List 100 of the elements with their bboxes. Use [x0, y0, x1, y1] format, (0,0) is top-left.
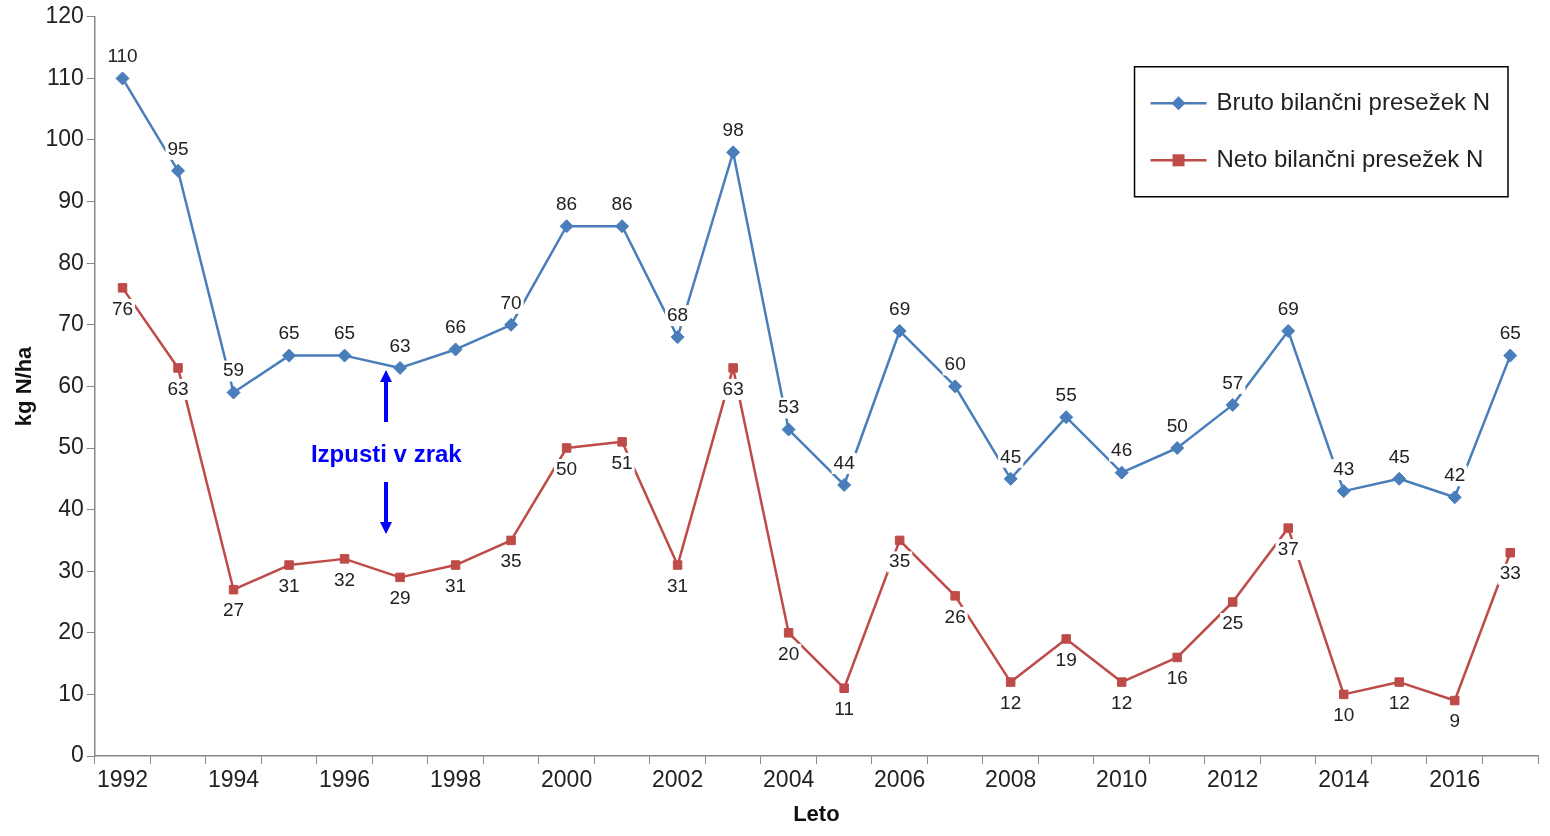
y-tick-label: 30	[58, 556, 84, 583]
data-label: 44	[833, 451, 856, 473]
data-label: 63	[389, 334, 411, 356]
data-label: 31	[278, 574, 300, 596]
y-tick-label: 50	[58, 433, 84, 460]
data-label: 25	[1222, 611, 1244, 633]
y-tick-label: 70	[58, 310, 84, 337]
data-label: 31	[667, 574, 689, 596]
data-label: 35	[500, 550, 522, 572]
point	[117, 283, 128, 293]
data-label: 86	[611, 192, 633, 214]
point	[892, 323, 907, 338]
y-tick-label: 60	[58, 371, 84, 398]
data-label: 31	[445, 574, 467, 596]
data-label: 26	[944, 605, 966, 627]
data-label: 19	[1055, 648, 1077, 670]
point	[950, 591, 960, 601]
data-label: 69	[1277, 297, 1299, 319]
data-label: 45	[1000, 445, 1022, 467]
legend-label: Bruto bilančni presežek N	[1216, 87, 1490, 115]
point	[395, 572, 405, 583]
y-tick-label: 110	[47, 63, 84, 90]
data-label: 65	[1499, 322, 1521, 344]
data-label: 50	[556, 457, 578, 479]
data-label: 110	[107, 45, 138, 67]
y-tick-label: 80	[58, 248, 84, 275]
point	[1005, 677, 1016, 687]
data-label: 12	[1388, 691, 1410, 713]
point	[894, 535, 905, 546]
data-label: 16	[1166, 667, 1188, 689]
x-tick-label: 2004	[763, 766, 815, 793]
point	[226, 385, 241, 400]
data-label: 27	[222, 599, 245, 621]
data-label: 11	[834, 697, 855, 719]
point	[173, 363, 183, 373]
data-label: 50	[1166, 414, 1188, 436]
x-tick-label: 1992	[96, 766, 149, 793]
x-tick-label: 2002	[652, 766, 704, 793]
x-tick-label: 2016	[1429, 766, 1481, 793]
y-tick-label: 10	[58, 679, 84, 706]
point	[171, 163, 186, 178]
point	[1449, 695, 1460, 706]
data-label: 76	[111, 297, 134, 319]
data-label: 69	[889, 297, 911, 319]
point	[1394, 677, 1404, 687]
point	[1170, 441, 1185, 455]
data-label: 68	[667, 303, 689, 325]
y-tick-label: 100	[45, 125, 84, 152]
x-tick-label: 2010	[1096, 766, 1148, 793]
data-label: 65	[278, 322, 300, 344]
point	[948, 379, 963, 394]
data-label: 42	[1444, 464, 1466, 486]
x-tick-label: 1994	[207, 766, 260, 793]
point	[670, 330, 685, 345]
point	[672, 560, 683, 570]
legend-label: Neto bilančni presežek N	[1216, 144, 1484, 172]
point	[783, 628, 794, 638]
point	[1503, 348, 1518, 363]
point	[1059, 410, 1074, 425]
point	[393, 360, 408, 375]
point	[228, 584, 239, 595]
point	[781, 422, 796, 437]
x-tick-label: 2012	[1207, 766, 1259, 793]
point	[1227, 597, 1238, 607]
point	[282, 348, 297, 363]
point	[1281, 323, 1296, 338]
point	[728, 363, 738, 373]
point	[615, 219, 630, 234]
point	[339, 554, 350, 564]
data-label: 95	[167, 137, 189, 159]
y-tick-label: 40	[58, 494, 84, 521]
point	[559, 219, 574, 234]
point	[1114, 465, 1129, 480]
data-label: 12	[1000, 691, 1022, 713]
data-label: 12	[1111, 691, 1133, 713]
point	[726, 145, 741, 160]
point	[1336, 484, 1351, 499]
data-label: 66	[445, 316, 467, 338]
y-tick-label: 0	[70, 741, 84, 768]
data-label: 60	[944, 353, 966, 375]
data-label: 45	[1388, 445, 1410, 467]
x-tick-label: 1998	[429, 766, 482, 793]
data-label: 63	[167, 377, 189, 399]
data-label: 86	[556, 192, 578, 214]
x-axis-title: Leto	[793, 800, 840, 826]
y-tick-label: 20	[58, 618, 84, 645]
point	[1283, 523, 1293, 533]
point	[450, 560, 461, 570]
y-tick-label: 90	[58, 186, 84, 213]
point	[504, 317, 519, 332]
point	[284, 560, 294, 570]
x-tick-label: 2014	[1318, 766, 1370, 793]
data-label: 37	[1277, 537, 1299, 559]
data-label: 35	[889, 550, 911, 572]
data-label: 63	[722, 377, 744, 399]
point	[1116, 677, 1127, 687]
point	[1061, 634, 1071, 644]
data-label: 98	[722, 119, 744, 141]
point	[561, 443, 572, 453]
annotation: Izpusti v zrak	[310, 440, 462, 469]
